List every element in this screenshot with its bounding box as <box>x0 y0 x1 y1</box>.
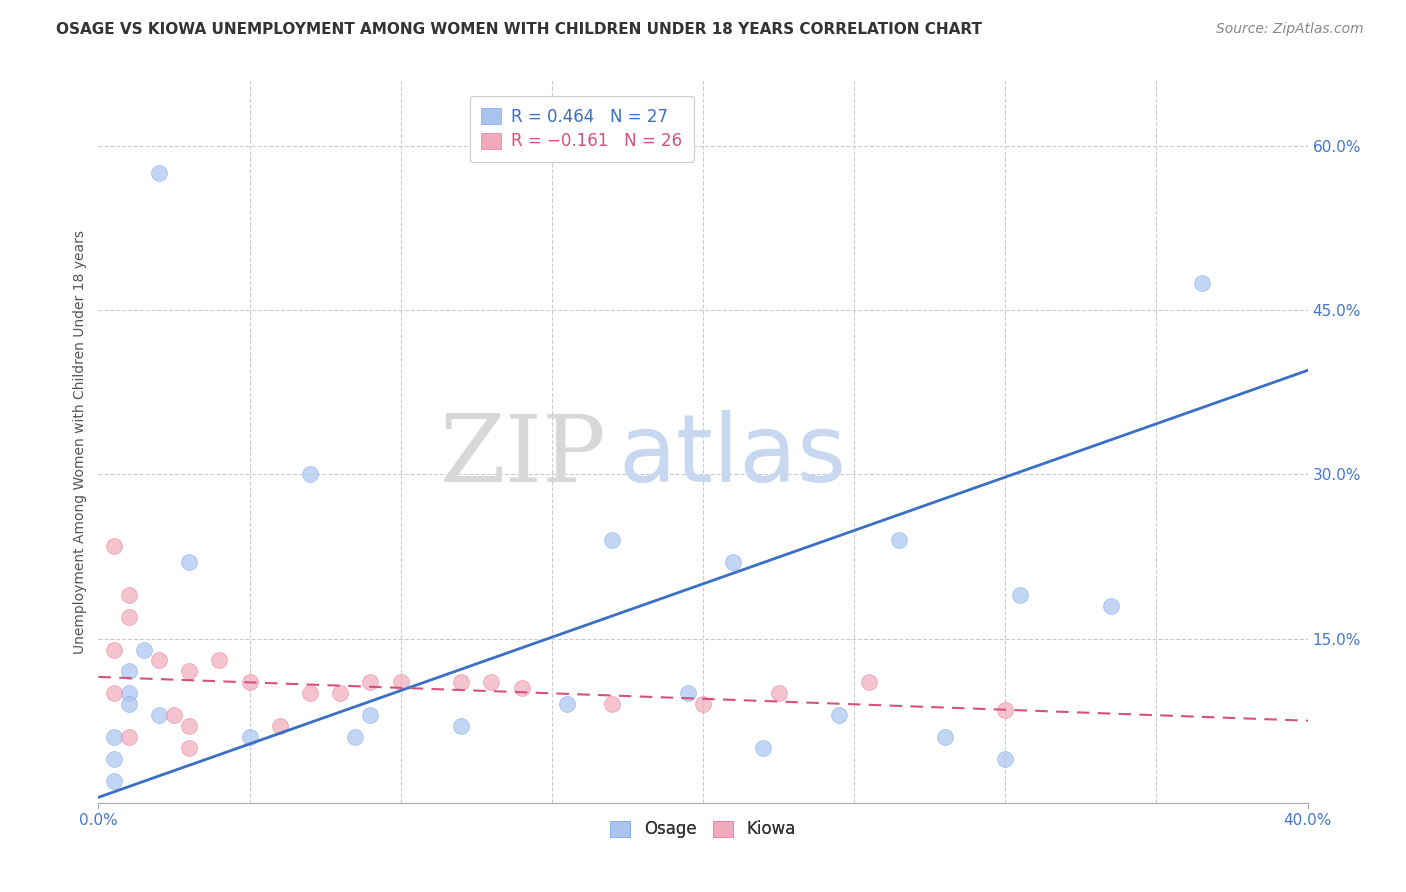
Point <box>208 653 231 667</box>
Point <box>179 555 201 569</box>
Point <box>1099 599 1122 613</box>
Point <box>148 708 170 723</box>
Point <box>103 730 125 744</box>
Point <box>179 665 201 679</box>
Point <box>858 675 880 690</box>
Legend: Osage, Kiowa: Osage, Kiowa <box>603 814 803 845</box>
Point <box>768 686 790 700</box>
Point <box>692 698 714 712</box>
Point <box>103 686 125 700</box>
Point <box>344 730 367 744</box>
Point <box>676 686 699 700</box>
Point <box>889 533 911 547</box>
Point <box>118 686 141 700</box>
Point <box>148 166 170 180</box>
Point <box>148 653 170 667</box>
Text: Source: ZipAtlas.com: Source: ZipAtlas.com <box>1216 22 1364 37</box>
Point <box>723 555 745 569</box>
Point <box>1191 276 1213 290</box>
Point <box>103 539 125 553</box>
Point <box>994 752 1017 766</box>
Point <box>163 708 186 723</box>
Point <box>752 741 775 756</box>
Text: ZIP: ZIP <box>440 411 606 501</box>
Text: atlas: atlas <box>619 410 846 502</box>
Point <box>103 642 125 657</box>
Point <box>450 675 472 690</box>
Point <box>103 773 125 788</box>
Point <box>329 686 352 700</box>
Point <box>450 719 472 733</box>
Point <box>118 730 141 744</box>
Point <box>555 698 578 712</box>
Text: OSAGE VS KIOWA UNEMPLOYMENT AMONG WOMEN WITH CHILDREN UNDER 18 YEARS CORRELATION: OSAGE VS KIOWA UNEMPLOYMENT AMONG WOMEN … <box>56 22 983 37</box>
Point <box>179 741 201 756</box>
Point <box>118 588 141 602</box>
Point <box>994 703 1017 717</box>
Point <box>481 675 503 690</box>
Point <box>602 698 624 712</box>
Point <box>934 730 956 744</box>
Point <box>828 708 851 723</box>
Point <box>360 675 382 690</box>
Point <box>118 609 141 624</box>
Point <box>118 698 141 712</box>
Point <box>299 686 322 700</box>
Point <box>360 708 382 723</box>
Point <box>103 752 125 766</box>
Point <box>269 719 291 733</box>
Point <box>118 665 141 679</box>
Point <box>179 719 201 733</box>
Point <box>299 467 322 482</box>
Point <box>510 681 533 695</box>
Y-axis label: Unemployment Among Women with Children Under 18 years: Unemployment Among Women with Children U… <box>73 229 87 654</box>
Point <box>602 533 624 547</box>
Point <box>239 730 262 744</box>
Point <box>132 642 155 657</box>
Point <box>389 675 412 690</box>
Point <box>1010 588 1032 602</box>
Point <box>239 675 262 690</box>
